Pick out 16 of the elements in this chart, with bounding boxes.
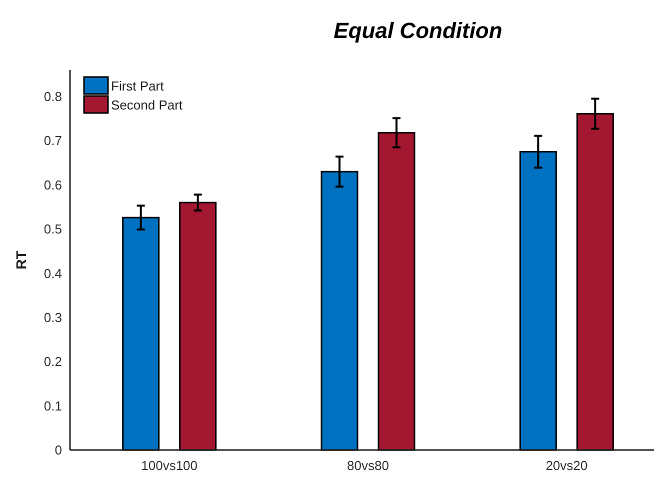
y-tick-label: 0.7 <box>44 133 62 148</box>
y-axis-title: RT <box>13 250 29 270</box>
y-tick-label: 0.4 <box>44 266 62 281</box>
y-tick-label: 0 <box>54 442 62 458</box>
y-tick-label: 0.2 <box>44 354 62 370</box>
y-tick-label: 0.1 <box>44 398 62 414</box>
y-tick-label: 0.5 <box>44 222 62 237</box>
x-tick-label: 80vs80 <box>347 458 389 473</box>
legend-label: First Part <box>111 78 164 94</box>
chart-title: Equal Condition <box>334 18 502 43</box>
x-tick-label: 20vs20 <box>546 458 588 473</box>
legend-label: Second Part <box>111 98 183 113</box>
y-tick-label: 0.6 <box>44 177 62 192</box>
y-tick-label: 0.3 <box>44 310 62 325</box>
y-tick-label: 0.8 <box>44 89 62 104</box>
x-tick-label: 100vs100 <box>141 458 198 473</box>
